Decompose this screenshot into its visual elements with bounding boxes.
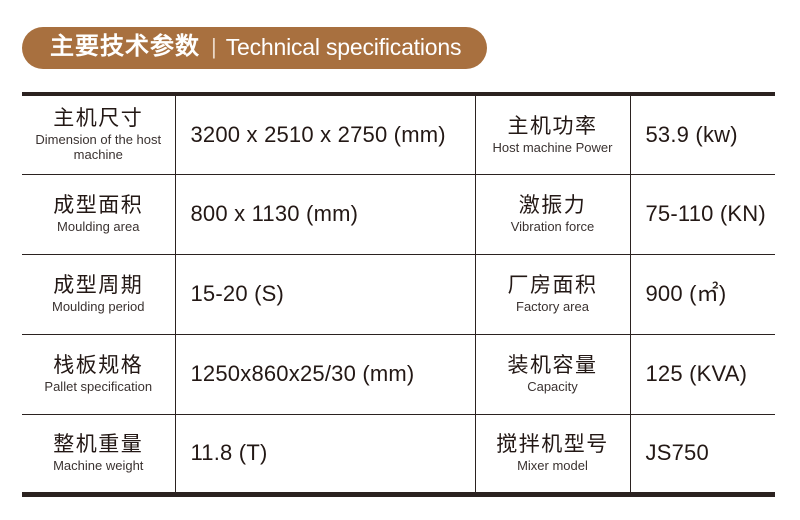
spec-label-cn: 成型周期: [53, 273, 144, 297]
spec-label-dimension: 主机尺寸 Dimension of the host machine: [22, 92, 176, 175]
spec-label-factory-area: 厂房面积 Factory area: [474, 254, 631, 335]
spec-label-en: Machine weight: [53, 457, 144, 473]
spec-label-cn: 主机功率: [507, 114, 598, 138]
spec-label-en: Dimension of the host machine: [35, 131, 162, 163]
spec-label-cn: 栈板规格: [53, 353, 144, 377]
table-row: 栈板规格 Pallet specification 1250x860x25/30…: [22, 334, 775, 415]
spec-value-text: 3200 x 2510 x 2750 (mm): [190, 121, 446, 147]
section-title-badge: 主要技术参数 | Technical specifications: [22, 27, 488, 69]
spec-value-text: 800 x 1130 (mm): [190, 200, 359, 226]
spec-value-text: 125 (KVA): [645, 360, 748, 386]
spec-label-machine-weight: 整机重量 Machine weight: [22, 414, 176, 497]
table-row: 成型周期 Moulding period 15-20 (S) 厂房面积 Fact…: [22, 254, 775, 335]
spec-value-moulding-area: 800 x 1130 (mm): [175, 174, 475, 255]
spec-label-mixer-model: 搅拌机型号 Mixer model: [474, 414, 631, 497]
spec-label-en: Mixer model: [517, 457, 588, 473]
spec-label-cn: 激振力: [518, 193, 587, 217]
spec-value-dimension: 3200 x 2510 x 2750 (mm): [175, 92, 475, 175]
spec-label-pallet-specification: 栈板规格 Pallet specification: [22, 334, 176, 415]
spec-value-pallet-specification: 1250x860x25/30 (mm): [175, 334, 475, 415]
spec-value-host-power: 53.9 (kw): [630, 92, 775, 175]
spec-label-moulding-period: 成型周期 Moulding period: [22, 254, 176, 335]
spec-value-text: 1250x860x25/30 (mm): [190, 360, 415, 386]
spec-label-en: Vibration force: [510, 218, 595, 234]
table-row: 主机尺寸 Dimension of the host machine 3200 …: [22, 92, 775, 175]
spec-value-machine-weight: 11.8 (T): [175, 414, 475, 497]
spec-value-text: 11.8 (T): [190, 439, 268, 465]
page-header: 主要技术参数 | Technical specifications: [22, 27, 488, 69]
section-title-en: Technical specifications: [225, 33, 462, 60]
spec-label-cn: 成型面积: [53, 193, 144, 217]
spec-label-en: Pallet specification: [44, 378, 153, 394]
spec-value-text: 15-20 (S): [190, 280, 285, 306]
spec-value-capacity: 125 (KVA): [630, 334, 775, 415]
spec-label-capacity: 装机容量 Capacity: [474, 334, 631, 415]
spec-value-vibration-force: 75-110 (KN): [630, 174, 775, 255]
technical-specifications-table: 主机尺寸 Dimension of the host machine 3200 …: [22, 92, 775, 497]
spec-label-en: Factory area: [516, 298, 589, 314]
spec-value-text: 53.9 (kw): [645, 121, 738, 147]
spec-label-host-power: 主机功率 Host machine Power: [474, 92, 631, 175]
spec-label-cn: 厂房面积: [507, 273, 598, 297]
spec-value-moulding-period: 15-20 (S): [175, 254, 475, 335]
spec-value-text: JS750: [645, 439, 709, 465]
spec-label-en: Moulding area: [57, 218, 140, 234]
spec-label-en: Capacity: [527, 378, 578, 394]
spec-label-vibration-force: 激振力 Vibration force: [474, 174, 631, 255]
spec-label-cn: 整机重量: [53, 432, 144, 456]
table-row: 整机重量 Machine weight 11.8 (T) 搅拌机型号 Mixer…: [22, 414, 775, 497]
spec-value-text: 900 (㎡): [645, 280, 727, 306]
spec-label-cn: 搅拌机型号: [496, 432, 609, 456]
spec-value-text: 75-110 (KN): [645, 200, 766, 226]
spec-value-mixer-model: JS750: [630, 414, 775, 497]
spec-label-cn: 装机容量: [507, 353, 598, 377]
spec-value-factory-area: 900 (㎡): [630, 254, 775, 335]
table-row: 成型面积 Moulding area 800 x 1130 (mm) 激振力 V…: [22, 174, 775, 255]
spec-label-en: Host machine Power: [492, 139, 613, 155]
section-title-cn: 主要技术参数: [50, 33, 200, 60]
section-title-separator: |: [211, 34, 217, 59]
spec-label-cn: 主机尺寸: [53, 106, 144, 130]
spec-label-moulding-area: 成型面积 Moulding area: [22, 174, 176, 255]
spec-label-en: Moulding period: [51, 298, 145, 314]
